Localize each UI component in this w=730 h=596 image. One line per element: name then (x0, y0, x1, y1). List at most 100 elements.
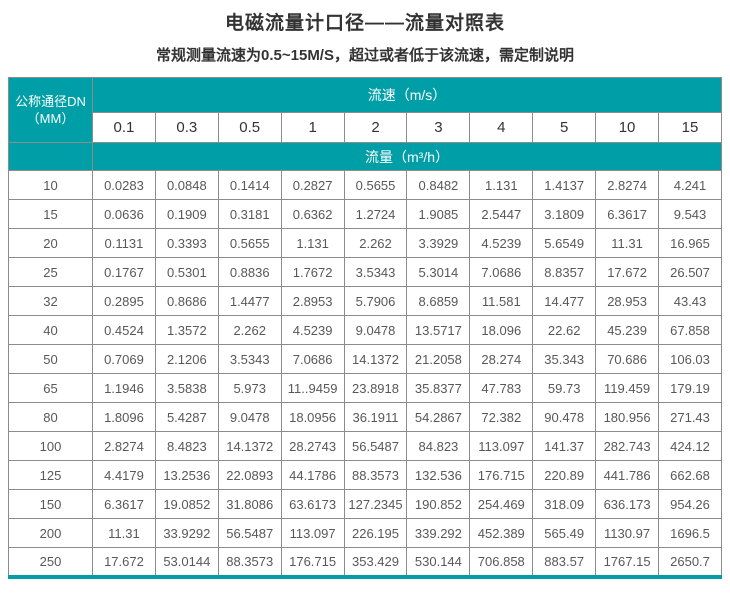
value-cell: 47.783 (469, 373, 534, 403)
value-cell: 0.5655 (343, 170, 408, 200)
value-cell: 28.2743 (280, 431, 345, 461)
value-cell: 179.19 (658, 373, 722, 403)
value-cell: 0.1131 (92, 228, 156, 258)
value-cell: 0.3393 (154, 228, 219, 258)
value-cell: 530.144 (406, 547, 471, 577)
value-cell: 16.965 (658, 228, 722, 258)
value-cell: 44.1786 (280, 460, 345, 490)
value-cell: 0.0848 (154, 170, 219, 200)
table-row: 公称通径DN （MM） 流速（m/s） (8, 77, 722, 143)
value-cell: 6.3617 (595, 199, 660, 229)
value-cell: 3.5343 (217, 344, 282, 374)
value-cell: 1.4137 (532, 170, 597, 200)
value-cell: 4.5239 (469, 228, 534, 258)
value-cell: 2650.7 (658, 547, 722, 577)
dn-cell: 15 (8, 199, 93, 229)
table-row: 10 0.0283 0.0848 0.1414 0.2827 0.5655 0.8482 1.… (8, 170, 722, 200)
value-cell: 254.469 (469, 489, 534, 519)
table-row: 15 0.0636 0.1909 0.3181 0.6362 1.2724 1.9085 2.… (8, 199, 722, 229)
speed-column-header: 15 (658, 112, 722, 143)
value-cell: 0.1414 (217, 170, 282, 200)
value-cell: 1.2724 (343, 199, 408, 229)
table-row: 25 0.1767 0.5301 0.8836 1.7672 3.5343 5.3014 7.… (8, 257, 722, 287)
speed-column-header: 0.3 (154, 112, 219, 143)
value-cell: 2.262 (343, 228, 408, 258)
value-cell: 56.5487 (343, 431, 408, 461)
value-cell: 18.0956 (280, 402, 345, 432)
value-cell: 113.097 (469, 431, 534, 461)
value-cell: 0.0283 (92, 170, 156, 200)
dn-cell: 10 (8, 170, 93, 200)
speed-column-header: 0.5 (217, 112, 282, 143)
table-row: 125 4.4179 13.2536 22.0893 44.1786 88.3573 132… (8, 460, 722, 490)
value-cell: 339.292 (406, 518, 471, 548)
dn-cell: 25 (8, 257, 93, 287)
value-cell: 14.477 (532, 286, 597, 316)
value-cell: 6.3617 (92, 489, 156, 519)
flow-header-cell: 流量（m³/h） (92, 142, 722, 171)
value-cell: 353.429 (343, 547, 408, 577)
value-cell: 45.239 (595, 315, 660, 345)
value-cell: 0.8482 (406, 170, 471, 200)
value-cell: 176.715 (280, 547, 345, 577)
table-row: 40 0.4524 1.3572 2.262 4.5239 9.0478 13.5717 18… (8, 315, 722, 345)
value-cell: 70.686 (595, 344, 660, 374)
velocity-header-cell: 流速（m/s） (92, 77, 722, 113)
value-cell: 2.8274 (595, 170, 660, 200)
value-cell: 1696.5 (658, 518, 722, 548)
value-cell: 441.786 (595, 460, 660, 490)
dn-cell: 250 (8, 547, 93, 577)
value-cell: 883.57 (532, 547, 597, 577)
value-cell: 53.0144 (154, 547, 219, 577)
value-cell: 9.0478 (217, 402, 282, 432)
value-cell: 4.5239 (280, 315, 345, 345)
value-cell: 9.543 (658, 199, 722, 229)
corner-header-line2: （MM） (26, 111, 75, 126)
corner-header-line1: 公称通径DN (15, 94, 86, 109)
value-cell: 17.672 (595, 257, 660, 287)
table-row: 32 0.2895 0.8686 1.4477 2.8953 5.7906 8.6859 11… (8, 286, 722, 316)
value-cell: 127.2345 (343, 489, 408, 519)
value-cell: 0.4524 (92, 315, 156, 345)
value-cell: 28.274 (469, 344, 534, 374)
table-row: 100 2.8274 8.4823 14.1372 28.2743 56.5487 84.8… (8, 431, 722, 461)
value-cell: 88.3573 (343, 460, 408, 490)
value-cell: 226.195 (343, 518, 408, 548)
speed-column-header: 10 (595, 112, 660, 143)
value-cell: 636.173 (595, 489, 660, 519)
value-cell: 4.241 (658, 170, 722, 200)
table-row: 150 6.3617 19.0852 31.8086 63.6173 127.2345 19… (8, 489, 722, 519)
table-row: 流量（m³/h） (8, 142, 722, 171)
value-cell: 318.09 (532, 489, 597, 519)
speed-column-header: 3 (406, 112, 471, 143)
value-cell: 0.0636 (92, 199, 156, 229)
value-cell: 31.8086 (217, 489, 282, 519)
dn-cell: 65 (8, 373, 93, 403)
value-cell: 22.62 (532, 315, 597, 345)
dn-cell: 80 (8, 402, 93, 432)
value-cell: 54.2867 (406, 402, 471, 432)
value-cell: 7.0686 (469, 257, 534, 287)
value-cell: 662.68 (658, 460, 722, 490)
speed-column-header: 0.1 (92, 112, 156, 143)
value-cell: 176.715 (469, 460, 534, 490)
dn-cell: 32 (8, 286, 93, 316)
value-cell: 180.956 (595, 402, 660, 432)
value-cell: 1.8096 (92, 402, 156, 432)
value-cell: 43.43 (658, 286, 722, 316)
value-cell: 5.6549 (532, 228, 597, 258)
value-cell: 22.0893 (217, 460, 282, 490)
value-cell: 1130.97 (595, 518, 660, 548)
value-cell: 2.8274 (92, 431, 156, 461)
value-cell: 19.0852 (154, 489, 219, 519)
value-cell: 17.672 (92, 547, 156, 577)
value-cell: 4.4179 (92, 460, 156, 490)
value-cell: 11.31 (92, 518, 156, 548)
value-cell: 13.5717 (406, 315, 471, 345)
value-cell: 56.5487 (217, 518, 282, 548)
value-cell: 271.43 (658, 402, 722, 432)
value-cell: 0.5655 (217, 228, 282, 258)
value-cell: 26.507 (658, 257, 722, 287)
value-cell: 282.743 (595, 431, 660, 461)
value-cell: 0.3181 (217, 199, 282, 229)
